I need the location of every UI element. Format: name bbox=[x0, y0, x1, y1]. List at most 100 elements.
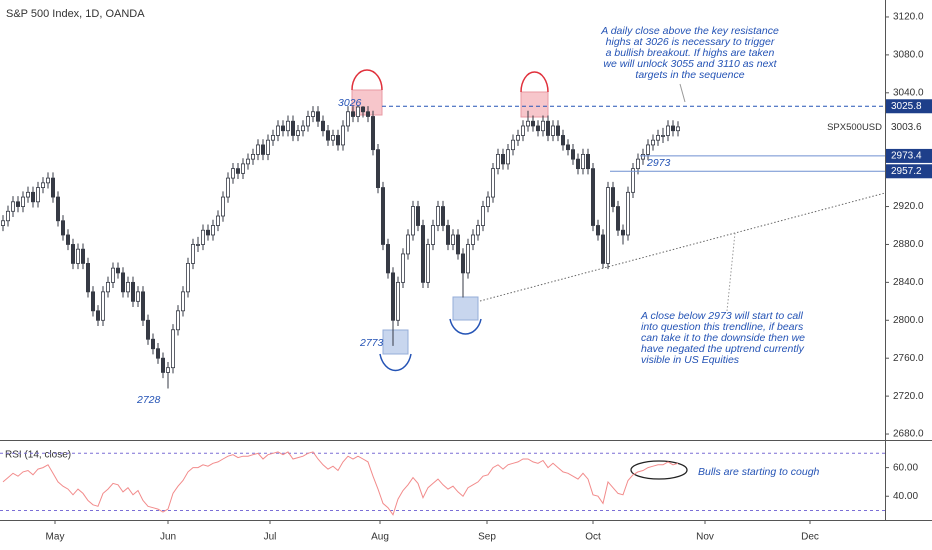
y-tick-label: 3080.0 bbox=[893, 50, 924, 61]
level-tag-label: 3025.8 bbox=[891, 101, 922, 112]
candle-body bbox=[365, 111, 370, 117]
candle-body bbox=[71, 244, 76, 264]
candle-body bbox=[30, 191, 35, 203]
candle-body bbox=[240, 163, 245, 174]
note-text: highs at 3026 is necessary to trigger bbox=[606, 36, 775, 48]
candle-body bbox=[561, 135, 566, 146]
note-text: we will unlock 3055 and 3110 as next bbox=[603, 58, 777, 70]
candle-body bbox=[420, 225, 425, 283]
candle-body bbox=[0, 220, 6, 226]
candle-body bbox=[400, 253, 405, 283]
candle-body bbox=[571, 149, 576, 160]
candle-body bbox=[295, 130, 300, 136]
candle-body bbox=[536, 125, 541, 132]
bottom-arc bbox=[449, 318, 482, 335]
candle-body bbox=[315, 111, 320, 122]
level-tag bbox=[886, 148, 932, 163]
candle-body bbox=[36, 187, 41, 203]
candle-body bbox=[656, 135, 661, 141]
candle-body bbox=[611, 187, 616, 207]
candle-body bbox=[385, 244, 390, 274]
candle-body bbox=[215, 215, 220, 226]
candle-body bbox=[165, 367, 170, 373]
rsi-title: RSI (14, close) bbox=[5, 450, 71, 461]
candle-body bbox=[300, 125, 305, 132]
candle-body bbox=[576, 158, 581, 170]
candle-body bbox=[410, 206, 415, 236]
candle-body bbox=[445, 225, 450, 245]
y-tick-label: 2880.0 bbox=[893, 239, 924, 250]
candle-body bbox=[500, 154, 505, 165]
candle-body bbox=[275, 125, 280, 136]
x-tick-label: Jun bbox=[160, 532, 176, 543]
level-tag-label: 2957.2 bbox=[891, 166, 922, 177]
note-text: can take it to the downside then we bbox=[641, 332, 805, 344]
candle-body bbox=[435, 206, 440, 226]
candle-body bbox=[516, 135, 521, 141]
candle-body bbox=[255, 144, 260, 155]
candle-body bbox=[15, 201, 20, 207]
candle-body bbox=[521, 125, 526, 136]
y-tick-label: 3040.0 bbox=[893, 87, 924, 98]
candle-body bbox=[360, 106, 365, 113]
last-price-tag bbox=[886, 120, 932, 135]
candle-body bbox=[676, 126, 681, 132]
candle-body bbox=[130, 281, 135, 302]
candle-body bbox=[390, 272, 395, 321]
y-tick-label: 2920.0 bbox=[893, 201, 924, 212]
candle-body bbox=[541, 120, 546, 132]
rsi-highlight bbox=[630, 460, 688, 480]
candle-body bbox=[340, 125, 345, 146]
candle-body bbox=[480, 206, 485, 226]
candle-body bbox=[395, 281, 400, 321]
x-tick-label: Aug bbox=[371, 532, 389, 543]
level-tag bbox=[886, 99, 932, 114]
last-price-label: 3003.6 bbox=[891, 122, 922, 133]
note-text: have negated the uptrend currently bbox=[641, 343, 805, 355]
support-box bbox=[382, 329, 409, 355]
candle-body bbox=[495, 154, 500, 170]
note-text: into question this trendline, if bears bbox=[641, 321, 804, 333]
candle-body bbox=[135, 291, 140, 302]
candle-body bbox=[180, 291, 185, 312]
candle-body bbox=[460, 253, 465, 274]
candle-body bbox=[210, 225, 215, 236]
candle-body bbox=[450, 234, 455, 245]
candle-body bbox=[355, 106, 360, 117]
candle-body bbox=[280, 125, 285, 132]
candle-body bbox=[546, 120, 551, 136]
candle-body bbox=[126, 281, 131, 293]
candle-body bbox=[101, 291, 106, 321]
x-tick-label: Nov bbox=[696, 532, 714, 543]
candle-body bbox=[200, 229, 205, 245]
candle-body bbox=[190, 244, 195, 264]
candle-body bbox=[250, 154, 255, 160]
candle-body bbox=[551, 125, 556, 136]
candle-body bbox=[586, 154, 591, 170]
y-tick-label: 3120.0 bbox=[893, 12, 924, 23]
candle-body bbox=[370, 116, 375, 151]
note-pointer bbox=[679, 83, 686, 103]
candle-body bbox=[61, 220, 66, 236]
level-tag-label: 2973.4 bbox=[891, 151, 922, 162]
x-tick-label: Dec bbox=[801, 532, 819, 543]
candle-body bbox=[235, 168, 240, 174]
candle-body bbox=[556, 125, 561, 136]
candle-body bbox=[106, 281, 111, 293]
candle-body bbox=[405, 234, 410, 255]
note-text: targets in the sequence bbox=[635, 69, 744, 81]
chart-title: S&P 500 Index, 1D, OANDA bbox=[6, 8, 145, 20]
price-annotation: 2973 bbox=[646, 157, 671, 169]
candle-body bbox=[646, 144, 651, 155]
candle-body bbox=[56, 196, 61, 222]
resistance-box bbox=[520, 91, 549, 118]
candle-body bbox=[531, 120, 536, 127]
candle-body bbox=[91, 291, 96, 312]
candle-body bbox=[330, 135, 335, 141]
x-tick-label: Sep bbox=[478, 532, 496, 543]
candle-body bbox=[465, 244, 470, 274]
y-tick-label: 60.00 bbox=[893, 462, 918, 473]
price-annotation: 2773 bbox=[359, 337, 384, 349]
candle-body bbox=[6, 210, 11, 222]
candle-body bbox=[76, 248, 81, 264]
